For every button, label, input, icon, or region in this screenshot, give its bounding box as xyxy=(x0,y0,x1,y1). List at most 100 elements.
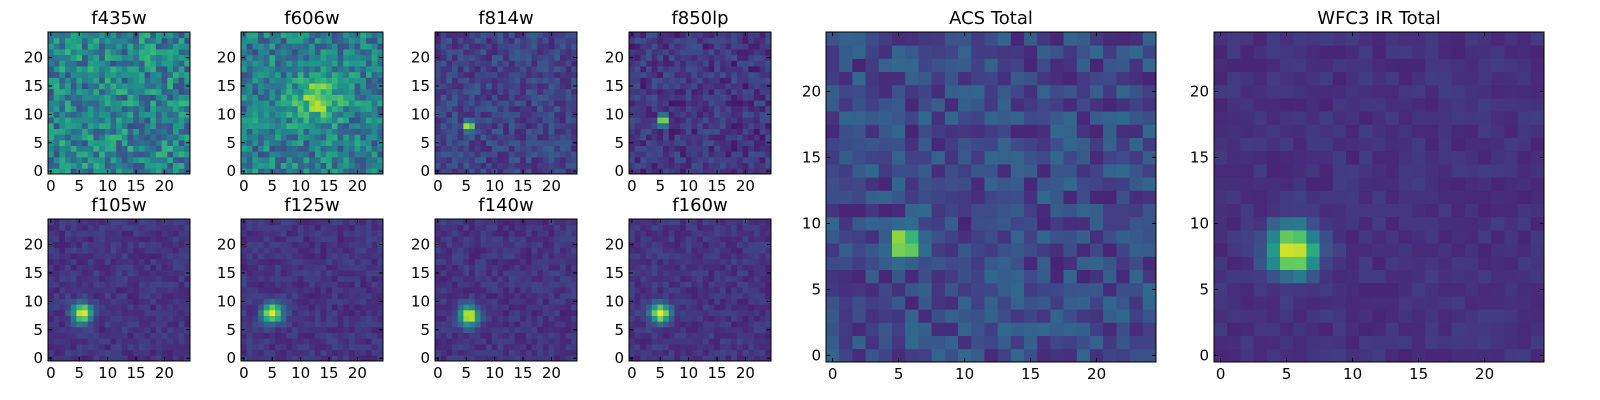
heatmap-cell xyxy=(331,128,338,135)
heatmap-cell xyxy=(93,287,100,294)
heatmap-cell xyxy=(440,326,447,333)
heatmap-cell xyxy=(748,343,755,351)
heatmap-cell xyxy=(469,37,476,44)
heatmap-cell xyxy=(542,298,549,305)
heatmap-cell xyxy=(440,88,447,95)
heatmap-cell xyxy=(651,77,658,84)
heatmap-cell xyxy=(736,71,743,78)
heatmap-cell xyxy=(87,292,94,299)
heatmap-cell xyxy=(133,281,140,288)
heatmap-cell xyxy=(343,94,350,101)
heatmap-cell xyxy=(663,304,670,311)
heatmap-cell xyxy=(59,66,66,73)
heatmap-cell xyxy=(59,145,66,152)
heatmap-cell xyxy=(537,343,544,351)
heatmap-cell xyxy=(144,275,151,282)
heatmap-cell xyxy=(303,43,310,50)
heatmap-cell xyxy=(59,241,66,248)
heatmap-cell xyxy=(463,343,470,351)
heatmap-cell xyxy=(525,111,532,118)
heatmap-cell xyxy=(303,145,310,152)
heatmap-cell xyxy=(719,43,726,50)
heatmap-cell xyxy=(258,281,265,288)
heatmap-cell xyxy=(127,332,134,339)
heatmap-cell xyxy=(452,304,459,311)
heatmap-cell xyxy=(104,292,111,299)
heatmap-cell xyxy=(554,71,561,78)
heatmap-cell xyxy=(736,111,743,118)
heatmap-cell xyxy=(314,32,321,39)
heatmap-cell xyxy=(172,258,180,265)
heatmap-cell xyxy=(116,326,123,333)
heatmap-cell xyxy=(714,111,721,118)
heatmap-cell xyxy=(440,122,447,129)
heatmap-cell xyxy=(469,151,476,158)
heatmap-cell xyxy=(172,71,180,78)
heatmap-cell xyxy=(331,77,338,84)
heatmap-cell xyxy=(753,54,761,61)
heatmap-cell xyxy=(457,162,464,169)
heatmap-cell xyxy=(76,309,83,316)
heatmap-cell xyxy=(116,281,123,288)
heatmap-cell xyxy=(463,247,470,254)
heatmap-cell xyxy=(127,224,134,231)
heatmap-cell xyxy=(184,43,191,50)
heatmap-cell xyxy=(76,71,83,78)
heatmap-cell xyxy=(121,230,128,237)
heatmap-cell xyxy=(150,168,157,175)
heatmap-cell xyxy=(138,219,145,226)
heatmap-cell xyxy=(292,349,299,356)
heatmap-cell xyxy=(309,287,316,294)
heatmap-cell xyxy=(337,122,344,129)
heatmap-cell xyxy=(559,43,567,50)
heatmap-cell xyxy=(708,287,715,294)
heatmap-cell xyxy=(457,77,464,84)
heatmap-cell xyxy=(691,49,698,56)
heatmap-cell xyxy=(116,219,123,226)
heatmap-cell xyxy=(184,145,191,152)
heatmap-cell xyxy=(474,83,481,90)
heatmap-cell xyxy=(70,37,77,44)
heatmap-cell xyxy=(127,241,134,248)
heatmap-cell xyxy=(286,236,293,243)
heatmap-cell xyxy=(286,270,293,277)
heatmap-cell xyxy=(377,332,384,339)
heatmap-cell xyxy=(110,128,117,135)
heatmap-cell xyxy=(99,236,106,243)
heatmap-cell xyxy=(634,66,641,73)
heatmap-cell xyxy=(110,298,117,305)
heatmap-cell xyxy=(537,349,544,356)
heatmap-cell xyxy=(144,66,151,73)
heatmap-cell xyxy=(354,247,361,254)
heatmap-cell xyxy=(144,258,151,265)
heatmap-cell xyxy=(503,355,510,362)
heatmap-cell xyxy=(343,281,350,288)
heatmap-cell xyxy=(269,117,276,124)
heatmap-cell xyxy=(155,105,162,112)
heatmap-cell xyxy=(731,43,738,50)
heatmap-cell xyxy=(326,321,333,328)
heatmap-cell xyxy=(651,321,658,328)
heatmap-cell xyxy=(525,88,532,95)
heatmap-cell xyxy=(736,309,743,316)
heatmap-cell xyxy=(497,168,504,175)
heatmap-cell xyxy=(514,287,521,294)
heatmap-cell xyxy=(446,94,453,101)
heatmap-cell xyxy=(184,122,191,129)
heatmap-cell xyxy=(486,338,493,345)
heatmap-cell xyxy=(155,134,162,141)
heatmap-cell xyxy=(337,134,344,141)
heatmap-cell xyxy=(708,151,715,158)
heatmap-cell xyxy=(280,219,287,226)
heatmap-cell xyxy=(172,77,180,84)
heatmap-cell xyxy=(634,309,641,316)
heatmap-cell xyxy=(275,236,282,243)
heatmap-cell xyxy=(360,139,367,146)
heatmap-cell xyxy=(640,332,647,339)
heatmap-cell xyxy=(634,349,641,356)
heatmap-cell xyxy=(457,253,464,260)
heatmap-cell xyxy=(697,32,704,39)
heatmap-cell xyxy=(571,292,578,299)
heatmap-cell xyxy=(742,298,749,305)
heatmap-cell xyxy=(365,162,373,169)
